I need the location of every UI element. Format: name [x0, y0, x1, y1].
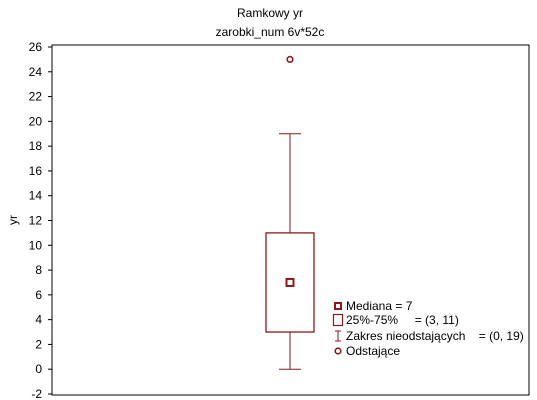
median-marker — [285, 277, 295, 287]
y-tick-label: 8 — [35, 263, 42, 277]
y-tick-label: 4 — [35, 313, 42, 327]
legend: Mediana = 725%-75% = (3, 11) Zakres nieod… — [332, 299, 524, 358]
legend-label: Mediana = 7 — [346, 299, 413, 313]
box-plot — [265, 55, 315, 370]
legend-box-icon — [332, 313, 344, 327]
y-tick-label: 22 — [29, 90, 43, 104]
legend-label: Zakres nieodstających = (0, 19) — [346, 329, 524, 343]
y-tick-label: 16 — [29, 164, 43, 178]
y-tick-label: 2 — [35, 337, 42, 351]
y-tick-label: 20 — [29, 114, 43, 128]
chart-subtitle: zarobki_num 6v*52c — [216, 25, 325, 39]
y-tick-label: 18 — [29, 139, 43, 153]
interquartile-box — [265, 232, 315, 333]
outlier-point — [286, 55, 294, 63]
y-tick-label: 26 — [29, 40, 43, 54]
y-tick-label: 0 — [35, 362, 42, 376]
y-tick-label: 24 — [29, 65, 43, 79]
y-tick-label: 12 — [29, 214, 43, 228]
legend-outlier-icon — [334, 347, 342, 355]
chart-title: Ramkowy yr — [237, 6, 303, 20]
y-tick-label: 10 — [29, 238, 43, 252]
y-axis-label: yr — [6, 215, 20, 225]
legend-median-icon — [334, 302, 342, 310]
y-tick-label: 14 — [29, 189, 43, 203]
legend-label: 25%-75% = (3, 11) — [346, 313, 459, 327]
y-tick-label: -2 — [31, 387, 42, 400]
y-tick-label: 6 — [35, 288, 42, 302]
legend-label: Odstające — [346, 344, 400, 358]
